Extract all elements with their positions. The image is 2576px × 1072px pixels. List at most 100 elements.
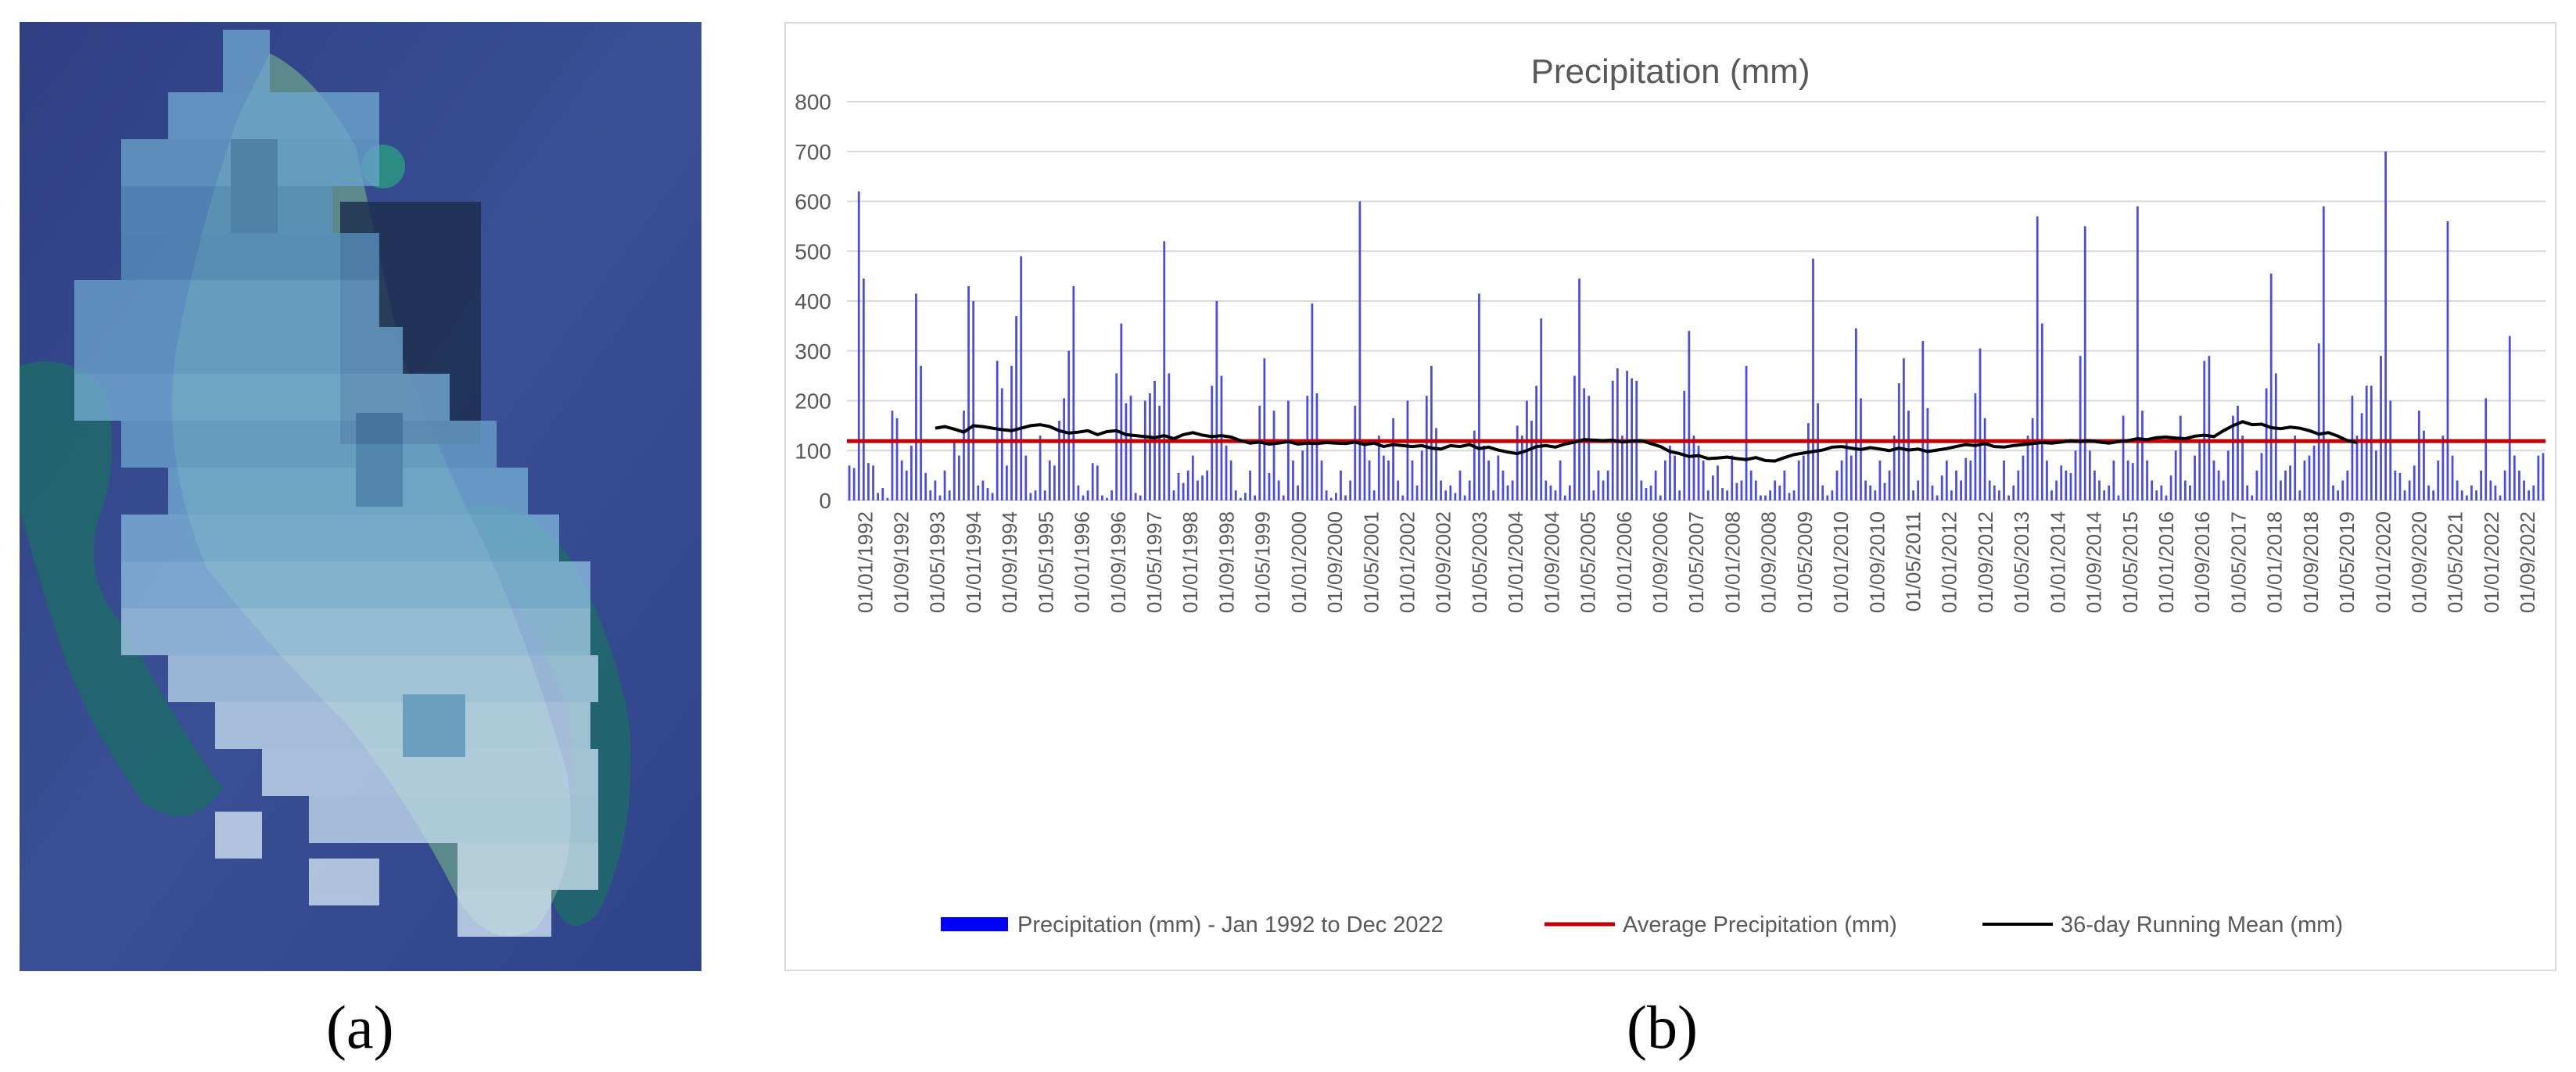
precipitation-bar [2523, 480, 2525, 500]
precipitation-bar [1063, 398, 1065, 500]
precipitation-bar [1077, 485, 1080, 500]
precipitation-bar [2365, 385, 2368, 500]
precipitation-bar [2065, 470, 2068, 500]
precipitation-bar [886, 497, 889, 500]
precipitation-bar [1788, 493, 1791, 500]
precipitation-bar [2217, 470, 2220, 500]
precipitation-bar [1492, 490, 1495, 500]
x-tick-label: 01/09/2018 [2299, 511, 2323, 613]
precipitation-bar [1163, 241, 1166, 500]
precipitation-bar [1372, 490, 1376, 500]
precipitation-bar [2165, 495, 2168, 500]
x-tick-label: 01/05/1997 [1143, 511, 1166, 613]
precipitation-bar [2341, 480, 2345, 500]
precipitation-bar [1000, 388, 1003, 500]
precipitation-bar [2069, 472, 2072, 500]
y-tick-label: 600 [795, 190, 831, 214]
precipitation-bar [1358, 201, 1362, 500]
precipitation-bar [1249, 470, 1251, 500]
precipitation-bar [1940, 475, 1943, 500]
precipitation-bar [1912, 490, 1914, 500]
precipitation-bar [2126, 461, 2129, 500]
precipitation-bar [1688, 331, 1691, 500]
precipitation-bar [1029, 493, 1032, 500]
precipitation-bar [1931, 485, 1934, 500]
x-tick-label: 01/05/2015 [2119, 511, 2142, 613]
precipitation-bar [1397, 480, 1400, 500]
precipitation-bar [1731, 455, 1734, 500]
precipitation-bar [1039, 436, 1042, 500]
precipitation-bar [1559, 461, 1562, 500]
precipitation-bar [948, 490, 951, 500]
precipitation-bar [1921, 341, 1925, 500]
precipitation-bar [1297, 485, 1299, 500]
precipitation-bar [2441, 436, 2445, 500]
precipitation-bar [1301, 450, 1304, 500]
x-tick-label: 01/09/2020 [2407, 511, 2431, 613]
x-tick-label: 01/09/1998 [1214, 511, 1238, 613]
precipitation-bar [2222, 480, 2225, 500]
precipitation-bar [2031, 418, 2034, 500]
precipitation-bar [1473, 430, 1476, 500]
precipitation-bar [2012, 485, 2015, 500]
precipitation-bar [1754, 480, 1757, 500]
precipitation-bar [1778, 485, 1781, 500]
precipitation-bar [2532, 485, 2535, 500]
precipitation-bar [1783, 470, 1786, 500]
precipitation-bar [1979, 348, 1982, 500]
x-tick-label: 01/05/2003 [1468, 511, 1491, 613]
y-tick-label: 200 [795, 389, 831, 414]
precipitation-bar [1096, 465, 1099, 500]
precipitation-bar [1735, 482, 1738, 500]
precipitation-bar [2317, 343, 2320, 500]
x-tick-label: 01/01/2000 [1287, 511, 1311, 613]
precipitation-bar [967, 285, 970, 500]
precipitation-bar [1015, 316, 1017, 500]
precipitation-bar [1229, 461, 1232, 500]
precipitation-bar [1134, 493, 1137, 500]
precipitation-bar [1177, 472, 1180, 500]
x-tick-label: 01/01/2002 [1395, 511, 1419, 613]
precipitation-bar [2298, 490, 2302, 500]
x-tick-label: 01/05/2007 [1684, 511, 1708, 613]
precipitation-bar [1320, 461, 1323, 500]
x-tick-label: 01/09/2006 [1649, 511, 1672, 613]
precipitation-bar [2417, 411, 2420, 500]
precipitation-bar [2117, 495, 2120, 500]
precipitation-bar [1020, 256, 1023, 500]
precipitation-bar [1201, 475, 1204, 500]
x-tick-label: 01/09/1992 [889, 511, 913, 613]
precipitation-bar [2122, 415, 2125, 500]
precipitation-bar [2456, 480, 2459, 500]
precipitation-bar [1759, 495, 1762, 500]
precipitation-bar [900, 461, 903, 500]
precipitation-bar [2040, 323, 2043, 500]
precipitation-bar [1024, 455, 1028, 500]
x-tick-label: 01/09/2000 [1323, 511, 1347, 613]
precipitation-bar [2093, 470, 2096, 500]
precipitation-bar [1597, 470, 1600, 500]
precipitation-bar [872, 465, 874, 500]
precipitation-bar [1749, 470, 1753, 500]
precipitation-bar [915, 293, 917, 500]
precipitation-bar [2470, 485, 2473, 500]
precipitation-bar [1717, 465, 1719, 500]
precipitation-bar [1917, 480, 1920, 500]
precipitation-bar [1849, 455, 1853, 500]
precipitation-bars [848, 151, 2545, 500]
precipitation-bar [1988, 480, 1991, 500]
precipitation-bar [1554, 490, 1557, 500]
precipitation-bar [1401, 495, 1405, 500]
precipitation-bar [1812, 258, 1814, 500]
precipitation-bar [1082, 495, 1085, 500]
precipitation-bar [1435, 428, 1437, 500]
precipitation-bar [2413, 465, 2416, 500]
precipitation-bar [1172, 490, 1175, 500]
precipitation-bar [2155, 490, 2158, 500]
precipitation-bar [2183, 480, 2187, 500]
precipitation-bar [1344, 495, 1347, 500]
precipitation-bar [2327, 440, 2330, 500]
satellite-map-image [20, 22, 701, 971]
precipitation-bar [981, 480, 985, 500]
legend-label-running-mean: 36-day Running Mean (mm) [2061, 912, 2343, 938]
